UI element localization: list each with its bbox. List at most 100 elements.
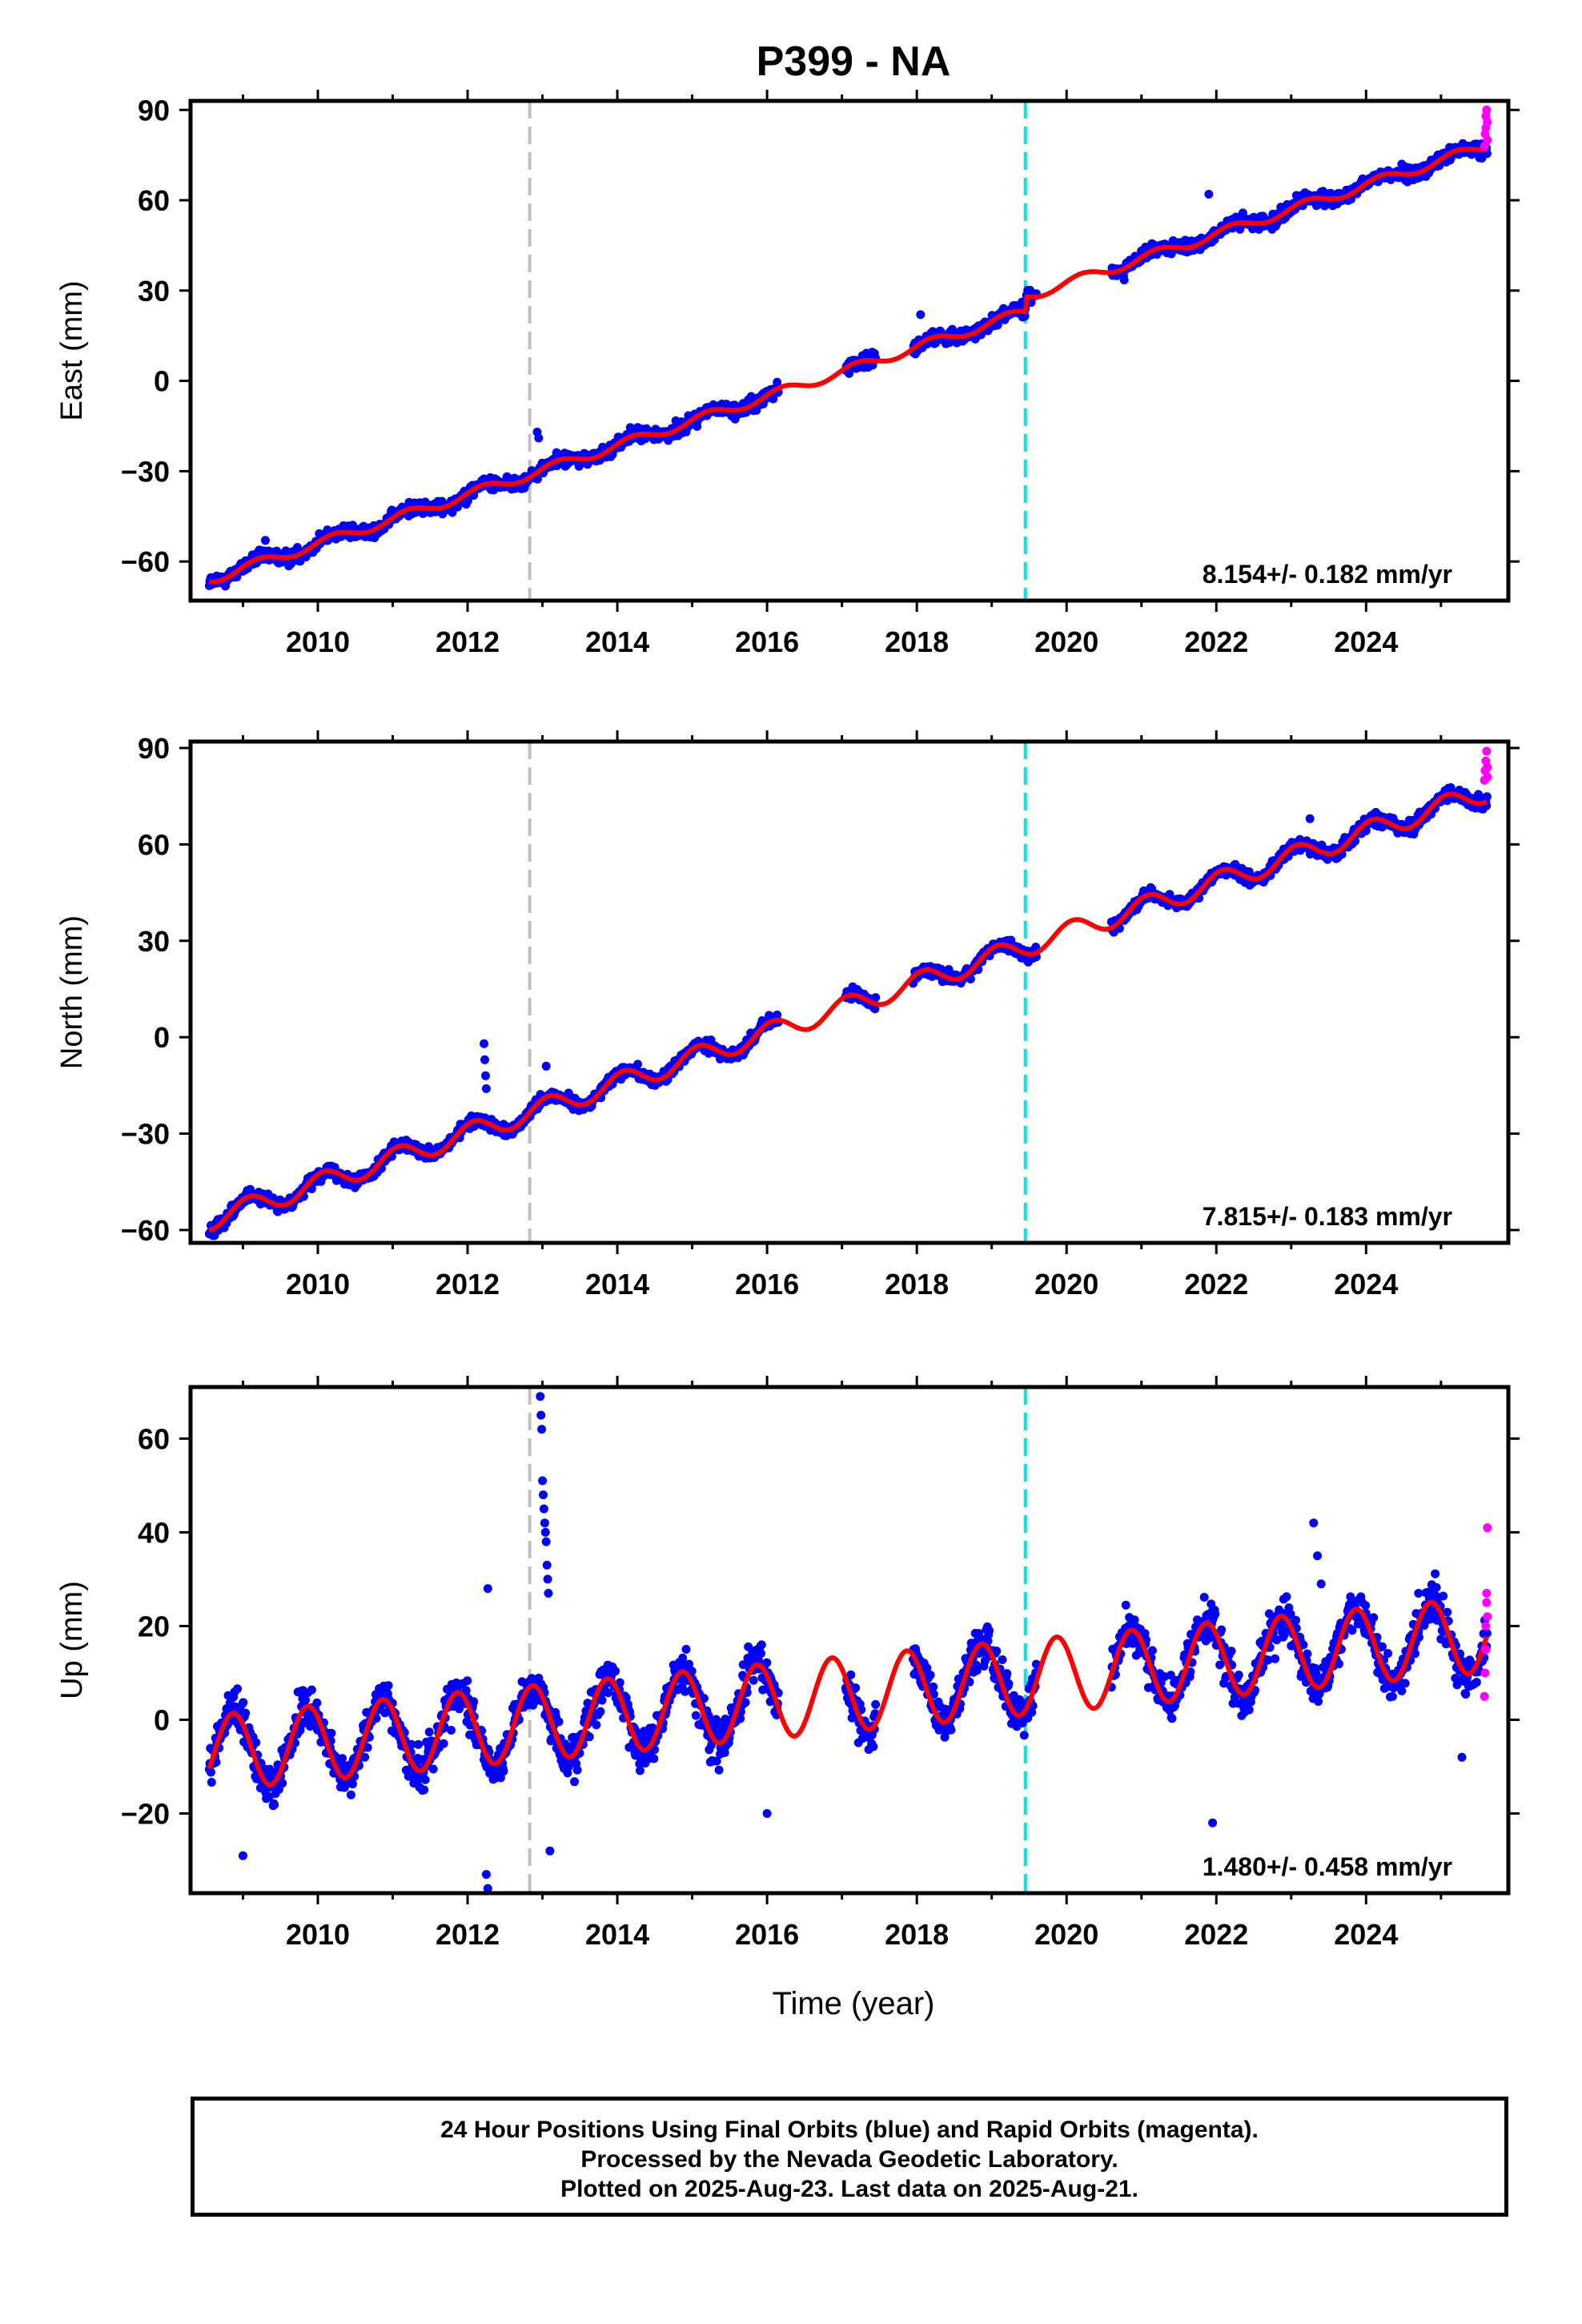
data-point — [1482, 792, 1492, 802]
rate-annotation-north: 7.815+/- 0.183 mm/yr — [1203, 1202, 1452, 1231]
data-point — [633, 1059, 643, 1069]
x-tick-label: 2018 — [885, 625, 949, 658]
y-tick-label: 90 — [138, 732, 170, 765]
data-point — [714, 1765, 724, 1775]
outlier-point — [261, 536, 270, 545]
data-point — [773, 377, 782, 387]
x-tick-label: 2020 — [1034, 625, 1098, 658]
data-point — [762, 1658, 772, 1667]
chart-title: P399 - NA — [757, 38, 951, 85]
data-point — [621, 1693, 631, 1703]
data-point — [428, 1764, 438, 1774]
x-tick-label: 2012 — [436, 625, 500, 658]
data-point — [649, 1754, 659, 1763]
final-orbit-points-north — [204, 783, 1492, 1240]
y-tick-label: −30 — [121, 455, 170, 488]
data-point — [346, 1790, 355, 1799]
rapid-orbit-point — [1482, 105, 1492, 115]
data-point — [749, 1675, 758, 1685]
y-tick-label: −30 — [121, 1118, 170, 1151]
y-tick-label: −60 — [121, 1214, 170, 1247]
data-point — [327, 1728, 336, 1738]
data-point — [312, 1698, 322, 1707]
y-axis-label-east: East (mm) — [55, 280, 89, 420]
outlier-point — [1204, 190, 1214, 199]
data-point — [463, 1676, 472, 1686]
data-point — [604, 1688, 613, 1698]
data-point — [554, 1717, 564, 1727]
y-tick-label: 30 — [138, 925, 170, 958]
data-point — [251, 1738, 261, 1747]
y-tick-label: 30 — [138, 275, 170, 308]
data-point — [207, 1778, 216, 1787]
rapid-orbit-point — [1483, 135, 1492, 145]
outlier-point — [541, 1061, 551, 1071]
data-point — [1119, 275, 1129, 285]
x-tick-label: 2024 — [1334, 1268, 1398, 1301]
data-point — [720, 1748, 729, 1757]
y-tick-label: 90 — [138, 94, 170, 127]
x-tick-label: 2020 — [1034, 1268, 1098, 1301]
outlier-point — [481, 1071, 490, 1080]
data-point — [270, 1800, 279, 1809]
x-tick-label: 2010 — [286, 1268, 350, 1301]
data-point — [360, 1752, 370, 1762]
data-point — [383, 1681, 393, 1691]
outlier-point — [916, 310, 926, 320]
plot-area-east — [204, 105, 1492, 591]
data-point — [758, 1685, 768, 1695]
data-point — [278, 1779, 287, 1788]
model-fit-line-east — [208, 147, 1488, 585]
rapid-orbit-point — [1483, 772, 1492, 782]
data-point — [348, 1779, 357, 1789]
data-point — [363, 1743, 372, 1752]
data-point — [241, 1708, 251, 1718]
outlier-point — [534, 433, 544, 443]
data-point — [846, 1670, 856, 1679]
outlier-point — [1305, 814, 1315, 823]
data-point — [611, 1667, 620, 1676]
outlier-point — [481, 1084, 491, 1093]
data-point — [572, 1765, 582, 1775]
data-point — [207, 1767, 215, 1777]
data-point — [757, 1640, 766, 1650]
data-point — [687, 1667, 697, 1676]
data-point — [414, 1739, 423, 1749]
x-tick-label: 2010 — [286, 625, 350, 658]
plot-area-up — [204, 1392, 1492, 1893]
data-point — [596, 1707, 605, 1716]
x-tick-label: 2012 — [436, 1268, 500, 1301]
data-point — [424, 1727, 434, 1737]
data-point — [691, 1711, 701, 1720]
data-point — [420, 1775, 430, 1784]
data-point — [769, 394, 778, 404]
data-point — [678, 1653, 688, 1663]
y-tick-label: −60 — [121, 545, 170, 578]
x-tick-label: 2022 — [1184, 625, 1248, 658]
data-point — [301, 1695, 310, 1705]
x-tick-label: 2022 — [1184, 1268, 1248, 1301]
x-tick-label: 2016 — [735, 625, 799, 658]
data-point — [499, 1767, 508, 1776]
data-point — [757, 1649, 766, 1659]
data-point — [233, 1684, 243, 1694]
data-point — [407, 1739, 416, 1749]
data-point — [420, 1785, 429, 1795]
model-fit-line-north — [208, 791, 1488, 1233]
panel-frame-east — [188, 99, 1511, 603]
data-point — [338, 1754, 347, 1763]
data-point — [636, 1766, 644, 1775]
data-point — [584, 1732, 594, 1742]
data-point — [1020, 312, 1030, 321]
x-tick-label: 2016 — [735, 1268, 799, 1301]
data-point — [736, 1714, 745, 1723]
data-point — [681, 1645, 691, 1654]
y-tick-label: 60 — [138, 828, 170, 861]
outlier-point — [480, 1039, 489, 1048]
data-point — [851, 1683, 861, 1693]
plot-area-north — [204, 746, 1492, 1240]
x-tick-label: 2024 — [1334, 625, 1398, 658]
data-point — [307, 1685, 316, 1695]
data-point — [597, 1695, 607, 1705]
